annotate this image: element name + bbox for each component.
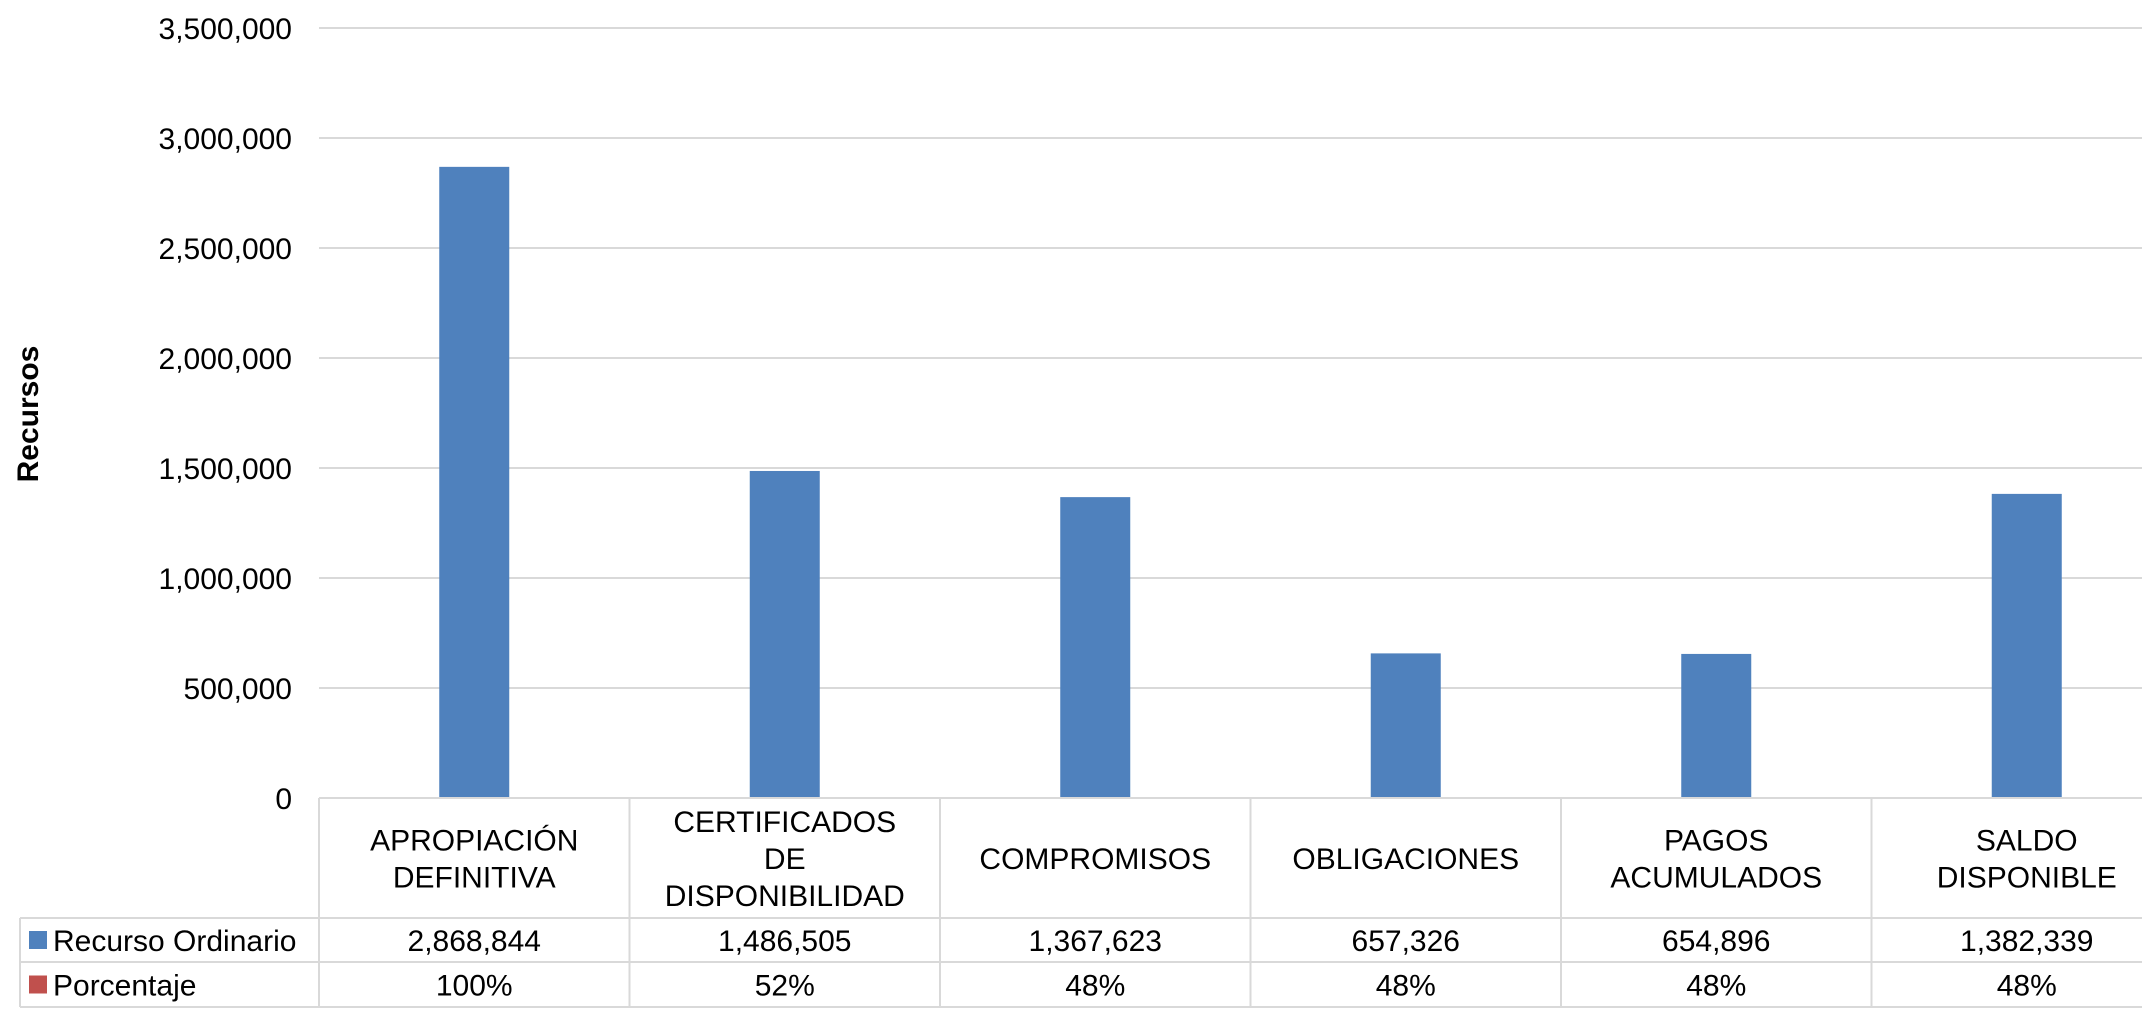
data-label: 657,326 (1352, 925, 1460, 958)
legend-key (29, 931, 47, 949)
category-label: ACUMULADOS (1610, 862, 1822, 895)
y-tick-label: 500,000 (184, 673, 292, 706)
data-label: 48% (1376, 970, 1436, 1003)
gridlines (319, 28, 2142, 688)
bar (1681, 654, 1751, 798)
bar (1992, 494, 2062, 798)
data-label: 654,896 (1662, 925, 1770, 958)
category-label: DISPONIBILIDAD (665, 880, 905, 913)
data-label: 100% (436, 970, 513, 1003)
y-tick-label: 3,500,000 (159, 13, 292, 46)
bar (750, 471, 820, 798)
data-label: 48% (1997, 970, 2057, 1003)
data-label: 2,868,844 (408, 925, 541, 958)
category-label: PAGOS (1664, 825, 1768, 858)
y-tick-label: 1,500,000 (159, 453, 292, 486)
y-tick-label: 0 (275, 783, 292, 816)
bar (439, 167, 509, 798)
data-label: 48% (1065, 970, 1125, 1003)
category-label: DE (764, 843, 806, 876)
legend-label: Porcentaje (53, 970, 196, 1003)
bars (439, 167, 2062, 798)
category-label: APROPIACIÓN (370, 825, 578, 858)
data-label: 1,486,505 (718, 925, 851, 958)
category-label: DISPONIBLE (1937, 862, 2117, 895)
y-tick-label: 2,000,000 (159, 343, 292, 376)
data-table: APROPIACIÓN DEFINITIVA CERTIFICADOS DE DISPO… (20, 798, 2142, 1007)
category-label: CERTIFICADOS (673, 806, 896, 839)
y-axis-label: Recursos (12, 346, 45, 483)
data-label: 52% (755, 970, 815, 1003)
y-tick-label: 3,000,000 (159, 123, 292, 156)
y-axis-ticks: 0 500,000 1,000,000 1,500,000 2,000,000 2,500… (159, 13, 292, 816)
bar (1060, 497, 1130, 798)
category-label: COMPROMISOS (979, 843, 1211, 876)
legend-label: Recurso Ordinario (53, 925, 296, 958)
data-label: 48% (1686, 970, 1746, 1003)
y-tick-label: 2,500,000 (159, 233, 292, 266)
data-label: 1,382,339 (1960, 925, 2093, 958)
category-label: DEFINITIVA (393, 862, 556, 895)
legend-key (29, 976, 47, 994)
category-label: SALDO (1976, 825, 2078, 858)
data-label: 1,367,623 (1029, 925, 1162, 958)
bar (1371, 653, 1441, 798)
y-tick-label: 1,000,000 (159, 563, 292, 596)
category-label: OBLIGACIONES (1292, 843, 1519, 876)
